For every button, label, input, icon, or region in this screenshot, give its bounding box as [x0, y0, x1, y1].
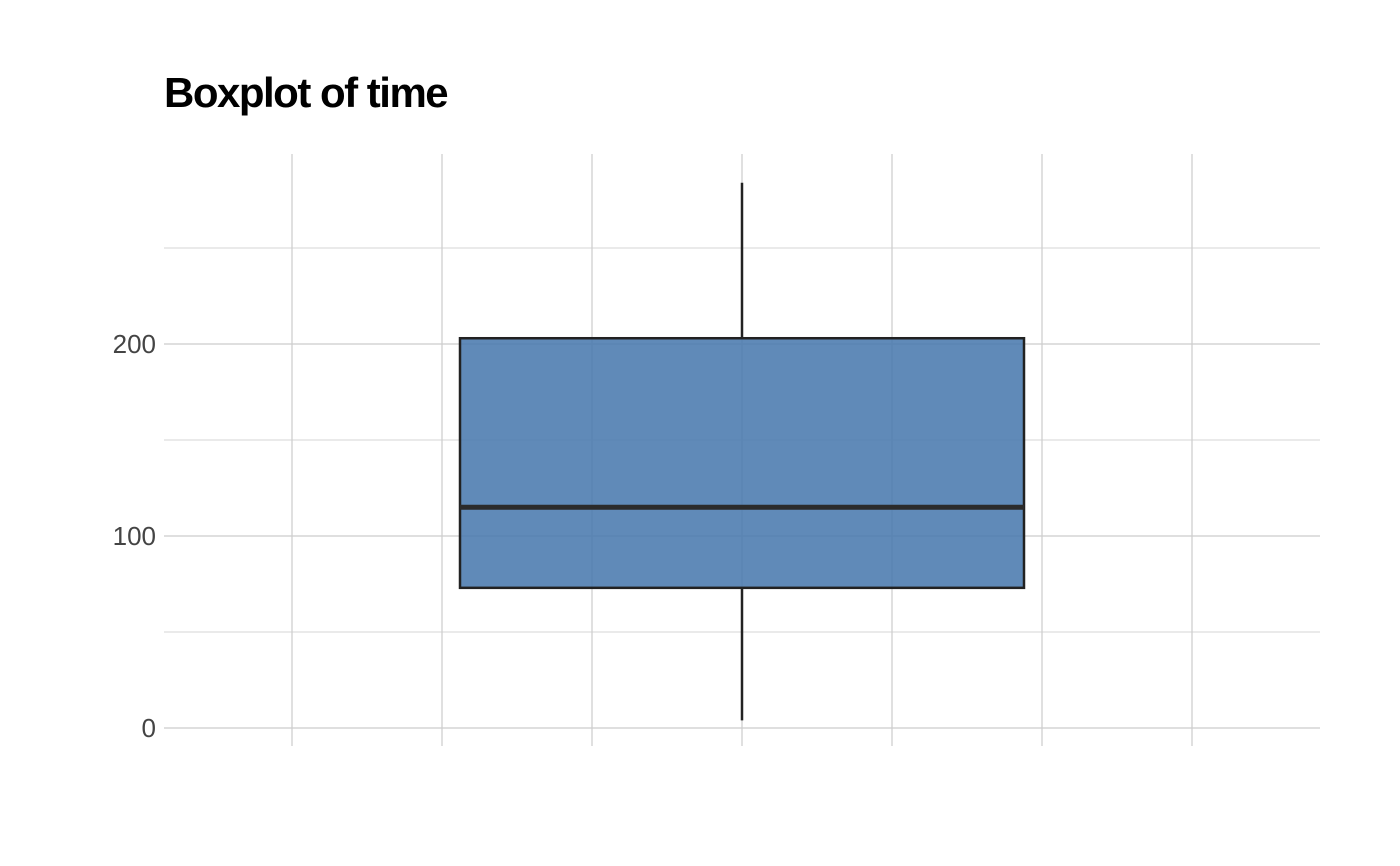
- box-layer: [458, 182, 1026, 721]
- chart-title: Boxplot of time: [164, 69, 449, 116]
- y-tick-label: 200: [113, 329, 156, 359]
- tick-layer: 0 100 200: [113, 329, 156, 743]
- y-tick-label: 100: [113, 521, 156, 551]
- iqr-box: [458, 336, 1026, 590]
- y-tick-label: 0: [142, 713, 156, 743]
